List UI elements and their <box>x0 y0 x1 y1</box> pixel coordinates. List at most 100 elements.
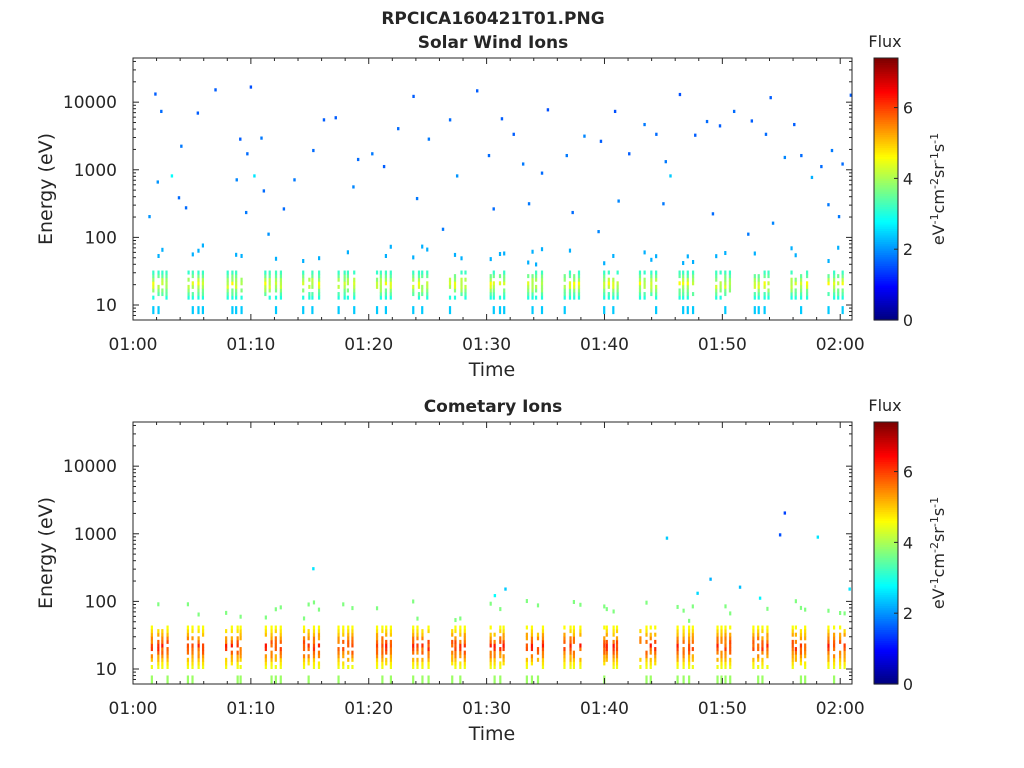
data-point <box>665 536 669 540</box>
data-point <box>427 137 431 141</box>
band-cell <box>231 274 234 279</box>
band-cell <box>412 288 415 293</box>
band-cell <box>152 284 155 289</box>
band-cell <box>343 295 346 300</box>
band-cell <box>235 270 238 275</box>
band-cell <box>531 306 534 315</box>
x-tick-label: 01:50 <box>698 335 747 355</box>
band-cell <box>563 292 566 297</box>
band-cell <box>572 599 575 604</box>
band-cell <box>489 601 492 606</box>
band-cell <box>804 675 807 684</box>
band-cell <box>489 639 492 644</box>
band-cell <box>384 281 388 286</box>
band-cell <box>492 288 495 293</box>
band-cell <box>342 661 345 666</box>
band-cell <box>307 647 310 652</box>
band-cell <box>645 665 648 670</box>
band-cell <box>572 661 575 666</box>
band-cell <box>799 650 803 655</box>
band-cell <box>607 277 610 282</box>
band-cell <box>157 654 160 659</box>
data-point <box>837 215 841 219</box>
band-cell <box>649 665 652 670</box>
band-cell <box>612 650 615 655</box>
band-cell <box>454 665 457 670</box>
band-cell <box>268 281 271 286</box>
band-cell <box>389 629 393 634</box>
band-cell <box>839 632 842 637</box>
band-cell <box>426 270 429 275</box>
band-cell <box>794 292 797 297</box>
band-cell <box>157 661 160 666</box>
band-cell <box>268 295 271 300</box>
band-cell <box>794 281 797 286</box>
band-cell <box>337 274 340 279</box>
band-cell <box>572 629 575 634</box>
band-cell <box>678 281 681 286</box>
band-cell <box>307 654 310 659</box>
band-cell <box>201 292 205 297</box>
band-cell <box>379 288 382 293</box>
band-cell <box>279 632 282 637</box>
band-cell <box>615 665 619 670</box>
band-cell <box>492 281 495 286</box>
band-cell <box>607 281 610 286</box>
band-cell <box>525 675 528 684</box>
band-cell <box>573 281 576 286</box>
band-cell <box>161 270 164 275</box>
band-cell <box>720 636 723 641</box>
band-cell <box>716 639 719 644</box>
band-cell <box>691 277 695 282</box>
band-cell <box>311 270 314 275</box>
colorbar-tick-label: 4 <box>903 169 913 188</box>
band-cell <box>720 665 723 670</box>
band-cell <box>527 274 530 279</box>
band-cell <box>375 281 379 286</box>
band-cell <box>720 675 723 684</box>
band-cell <box>426 284 429 289</box>
band-cell <box>691 604 694 609</box>
colorbar-title-cometary: Flux <box>868 396 901 415</box>
band-cell <box>384 295 388 300</box>
band-cell <box>767 274 770 279</box>
band-cell <box>279 661 282 666</box>
band-cell <box>416 657 419 662</box>
band-cell <box>540 284 544 289</box>
band-cell <box>416 632 419 637</box>
band-cell <box>307 657 310 662</box>
band-cell <box>832 639 836 644</box>
band-cell <box>499 629 502 634</box>
band-cell <box>492 274 495 279</box>
band-cell <box>201 243 205 248</box>
band-cell <box>763 295 766 300</box>
band-cell <box>375 306 379 315</box>
band-cell <box>165 295 168 300</box>
band-cell <box>540 277 544 282</box>
band-cell <box>603 292 606 297</box>
band-cell <box>536 647 540 652</box>
band-cell <box>682 281 685 286</box>
band-cell <box>832 665 836 670</box>
band-cell <box>563 625 566 630</box>
band-cell <box>757 281 760 286</box>
band-cell <box>603 647 606 652</box>
band-cell <box>337 629 340 634</box>
band-cell <box>270 636 273 641</box>
band-cell <box>197 639 200 644</box>
band-cell <box>728 277 732 282</box>
band-cell <box>347 639 350 644</box>
band-cell <box>426 288 429 293</box>
band-cell <box>607 295 610 300</box>
band-cell <box>827 661 830 666</box>
band-cell <box>351 625 354 630</box>
band-cell <box>318 295 321 300</box>
band-cell <box>268 270 271 275</box>
data-point <box>694 133 697 137</box>
band-cell <box>150 629 153 634</box>
band-cell <box>639 639 642 644</box>
band-cell <box>191 270 194 275</box>
band-cell <box>605 643 608 648</box>
band-cell <box>489 643 492 648</box>
band-cell <box>307 636 310 641</box>
